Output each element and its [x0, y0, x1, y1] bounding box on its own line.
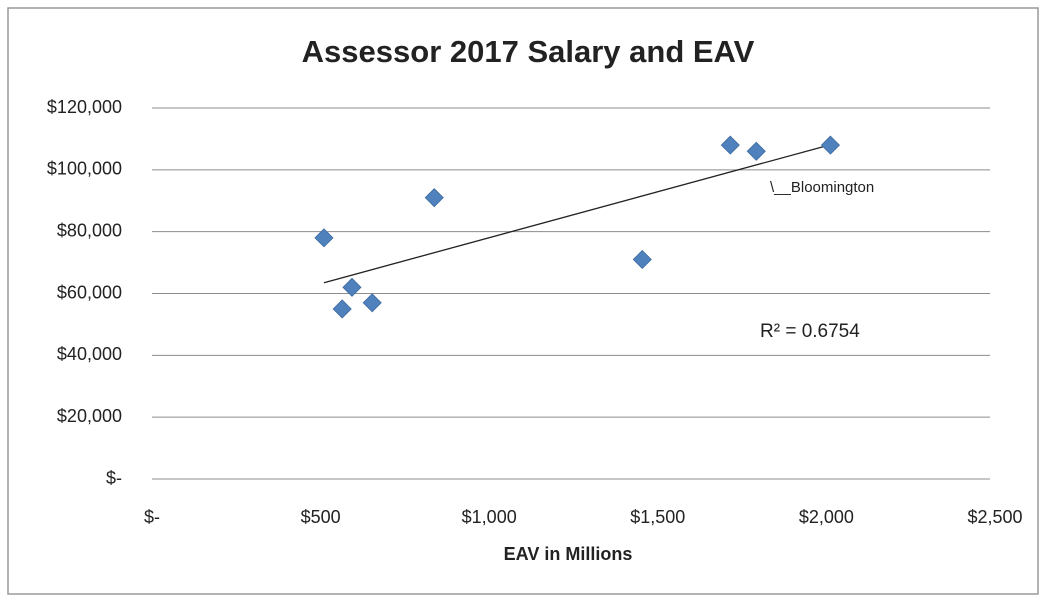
x-axis-label: EAV in Millions — [504, 544, 633, 564]
y-tick-label: $80,000 — [57, 220, 122, 240]
point — [332, 299, 352, 319]
chart-title: Assessor 2017 Salary and EAV — [302, 34, 755, 69]
x-tick-label: $2,500 — [967, 507, 1022, 527]
y-tick-label: $100,000 — [47, 159, 122, 179]
point — [820, 135, 841, 155]
y-tick-label: $60,000 — [57, 282, 122, 302]
annotation: \__Bloomington — [770, 179, 874, 196]
point — [424, 188, 444, 208]
x-tick-label: $1,000 — [462, 507, 517, 527]
point — [720, 135, 740, 155]
y-tick-label: $40,000 — [57, 344, 122, 364]
y-tick-label: $20,000 — [57, 406, 122, 426]
point — [746, 141, 766, 161]
point — [632, 249, 652, 270]
x-tick-label: $- — [144, 507, 160, 527]
y-tick-label: $- — [106, 468, 122, 488]
x-tick-label: $2,000 — [799, 507, 854, 527]
x-tick-label: $1,500 — [630, 507, 685, 527]
x-tick-label: $500 — [301, 507, 341, 527]
point — [362, 293, 382, 313]
point — [314, 228, 334, 248]
chart-border — [7, 7, 1039, 595]
point — [342, 277, 362, 297]
annotation: R² = 0.6754 — [760, 321, 860, 342]
trendline — [323, 144, 831, 284]
y-tick-label: $120,000 — [47, 97, 122, 117]
